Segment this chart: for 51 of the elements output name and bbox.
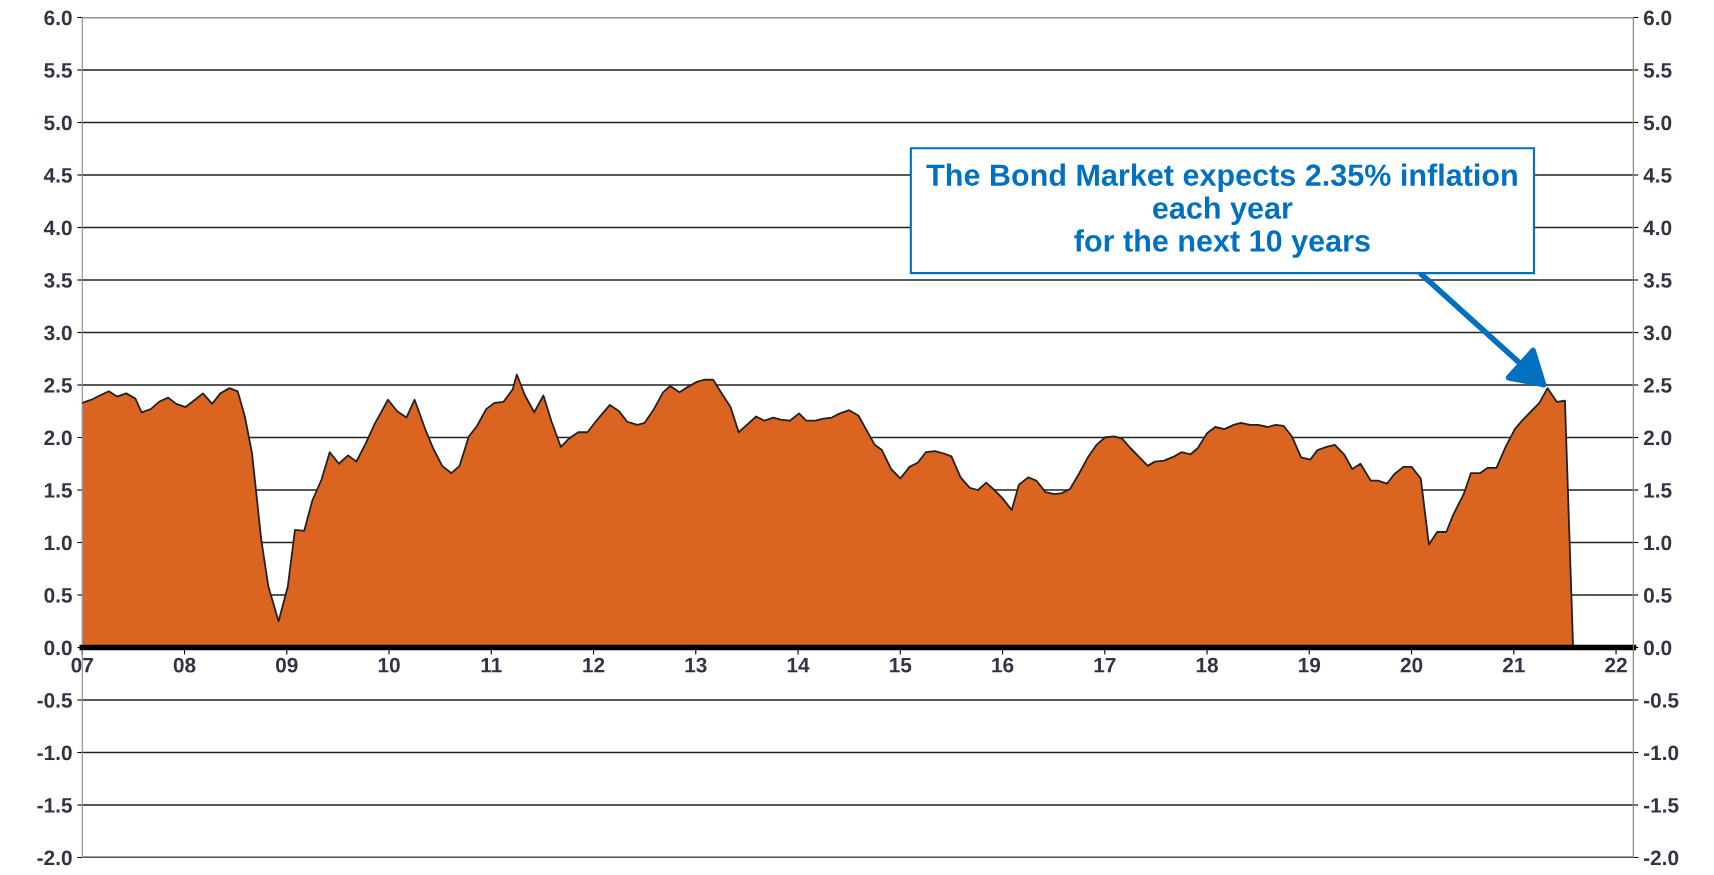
y-tick-label: 1.5 xyxy=(44,483,72,498)
y2-tick-label: 0.5 xyxy=(1643,588,1672,603)
x-tick-label: 16 xyxy=(992,657,1014,673)
y2-tick-label: 5.5 xyxy=(1643,63,1672,78)
y-tick-label: -0.5 xyxy=(37,693,72,708)
x-tick-label: 15 xyxy=(890,657,912,673)
y-tick-label: 3.0 xyxy=(44,325,72,341)
x-tick-label: 10 xyxy=(378,657,400,673)
y2-tick-label: 5.0 xyxy=(1643,115,1672,131)
y2-tick-label: 2.5 xyxy=(1643,378,1672,393)
y2-tick-label: 3.5 xyxy=(1643,273,1672,288)
x-tick-label: 14 xyxy=(787,657,810,673)
y2-tick-label: -1.0 xyxy=(1643,745,1679,761)
y-tick-label: 2.5 xyxy=(44,378,72,393)
y-tick-label: 2.0 xyxy=(44,430,72,446)
y2-tick-label: -0.5 xyxy=(1643,693,1679,708)
y2-tick-label: -1.5 xyxy=(1643,798,1679,813)
y2-tick-label: -2.0 xyxy=(1643,850,1679,866)
y-tick-label: -1.5 xyxy=(37,798,72,813)
y2-tick-label: 6.0 xyxy=(1643,10,1672,26)
y-tick-label: 0.5 xyxy=(44,588,72,603)
x-tick-label: 11 xyxy=(481,657,502,673)
y2-tick-label: 4.5 xyxy=(1643,168,1672,183)
x-tick-label: 21 xyxy=(1502,657,1525,673)
y-tick-label: 3.5 xyxy=(44,273,72,288)
y-tick-label: 4.0 xyxy=(43,220,72,236)
y2-tick-label: 2.0 xyxy=(1643,430,1672,446)
y2-tick-label: 4.0 xyxy=(1643,220,1672,236)
y-tick-label: 5.5 xyxy=(44,63,72,78)
x-tick-label: 09 xyxy=(276,657,298,673)
y2-tick-label: 0.0 xyxy=(1643,640,1672,656)
x-tick-label: 18 xyxy=(1196,657,1218,673)
y-tick-label: -1.0 xyxy=(37,745,72,761)
y-tick-label: 1.0 xyxy=(44,535,72,551)
x-tick-label: 12 xyxy=(583,657,605,673)
annotation: The Bond Market expects 2.35% inflation each year for the next 10 years xyxy=(926,163,1517,258)
x-tick-label: 17 xyxy=(1094,657,1116,673)
x-tick-label: 13 xyxy=(685,657,707,673)
x-tick-label: 07 xyxy=(71,657,93,673)
y-tick-label: 4.5 xyxy=(43,168,72,183)
y2-tick-label: 1.5 xyxy=(1644,483,1672,498)
y-tick-label: -2.0 xyxy=(37,850,72,866)
y2-tick-label: 3.0 xyxy=(1643,325,1672,341)
y-tick-label: 5.0 xyxy=(44,115,72,131)
x-tick-label: 20 xyxy=(1400,657,1423,673)
x-tick-label: 19 xyxy=(1299,657,1321,673)
y2-tick-label: 1.0 xyxy=(1644,535,1672,551)
x-tick-label: 22 xyxy=(1605,657,1627,673)
y-tick-label: 6.0 xyxy=(44,10,72,26)
x-tick-label: 08 xyxy=(173,657,196,673)
y-tick-label: 0.0 xyxy=(44,640,72,656)
